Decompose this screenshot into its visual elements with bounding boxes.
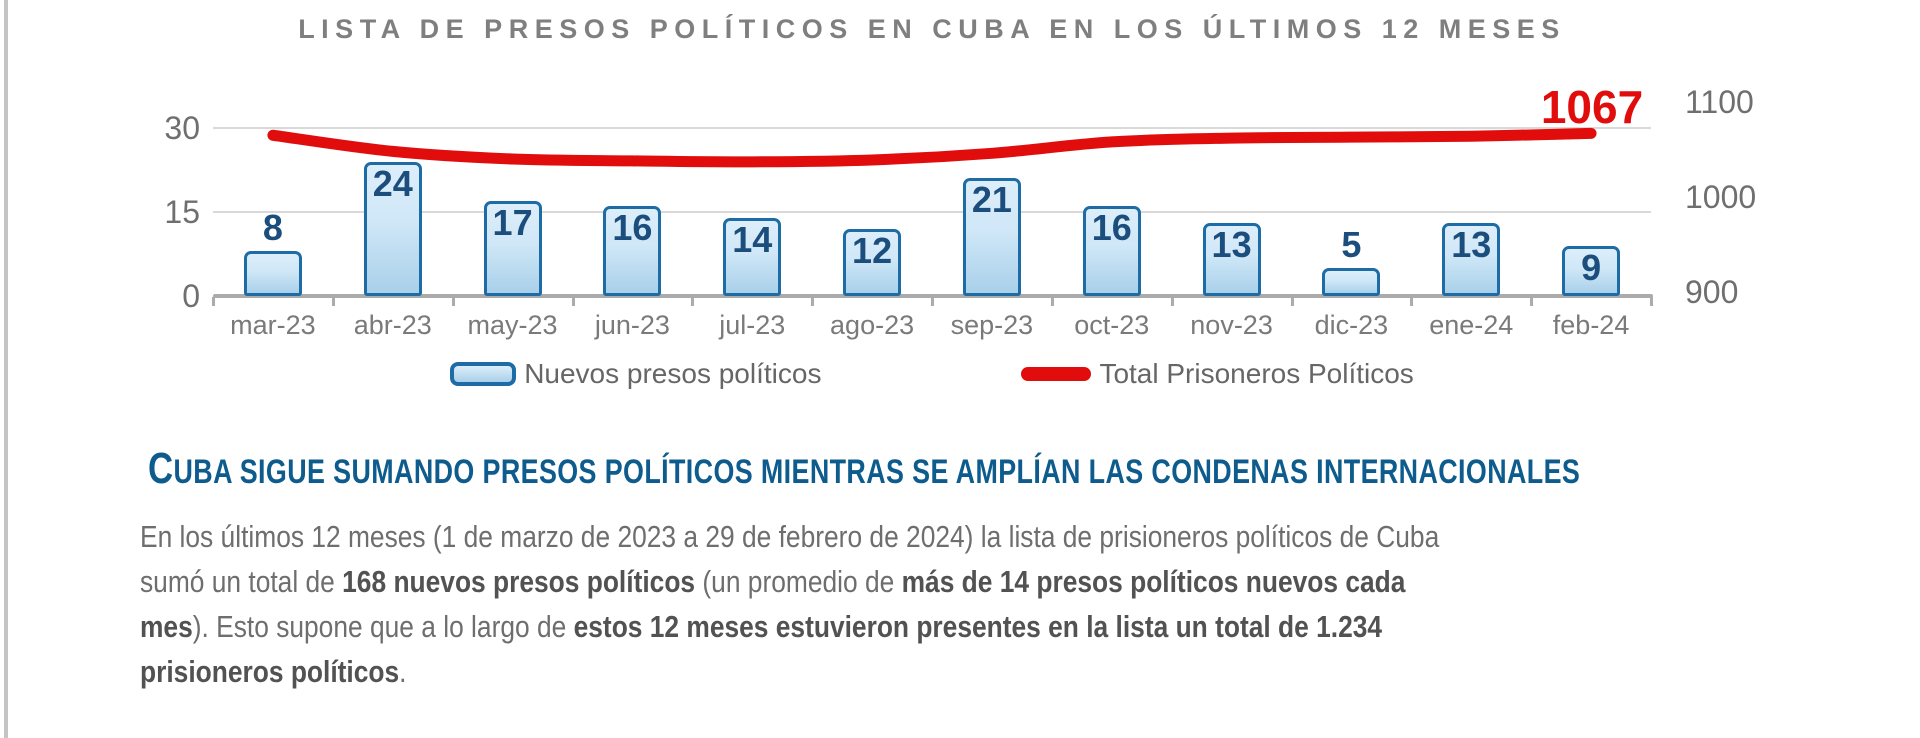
bar-value-label: 21 xyxy=(971,179,1012,221)
x-axis-tick xyxy=(691,297,695,306)
bar-value-label: 9 xyxy=(1581,246,1602,288)
bar xyxy=(1082,206,1141,296)
legend-item-bars: Nuevos presos políticos xyxy=(450,358,821,390)
bar xyxy=(962,178,1021,296)
chart-title: LISTA DE PRESOS POLÍTICOS EN CUBA EN LOS… xyxy=(298,14,1566,44)
body-text-run: . xyxy=(399,654,407,689)
line-end-value-label: 1067 xyxy=(1540,81,1644,133)
bar-value-label: 14 xyxy=(732,218,773,260)
heading-text: UBA SIGUE SUMANDO PRESOS POLÍTICOS MIENT… xyxy=(173,453,1581,491)
x-axis-category-label: abr-23 xyxy=(353,310,432,340)
x-axis-category-label: ago-23 xyxy=(830,310,915,340)
body-text-run: (un promedio de xyxy=(695,564,902,599)
x-axis-tick xyxy=(1530,297,1534,306)
bar xyxy=(363,161,422,296)
x-axis-tick xyxy=(931,297,934,306)
heading-drop-cap: C xyxy=(148,444,174,493)
bar xyxy=(243,251,302,296)
bar xyxy=(483,200,542,296)
x-axis-category-label: feb-24 xyxy=(1552,310,1630,340)
x-axis-tick xyxy=(451,297,455,306)
section-heading: CUBA SIGUE SUMANDO PRESOS POLÍTICOS MIEN… xyxy=(148,444,1580,494)
x-axis-category-label: may-23 xyxy=(467,310,558,340)
legend-label-line: Total Prisoneros Políticos xyxy=(1099,358,1414,389)
x-axis-tick xyxy=(1170,297,1174,306)
line-swatch-icon xyxy=(1021,367,1092,381)
right-axis-tick-label: 1000 xyxy=(1685,179,1757,215)
body-text-bold-run: mes xyxy=(140,609,193,644)
bar-value-label: 24 xyxy=(372,162,413,204)
bar xyxy=(723,217,782,296)
bar xyxy=(603,206,662,296)
x-axis-tick xyxy=(1650,297,1653,306)
page-left-border xyxy=(4,0,8,738)
x-axis-category-label: jul-23 xyxy=(719,310,786,340)
bar-value-label: 5 xyxy=(1341,224,1362,265)
x-axis-category-label: nov-23 xyxy=(1190,310,1273,340)
bar xyxy=(1562,245,1621,296)
x-axis-tick xyxy=(811,297,815,306)
x-axis-tick xyxy=(571,297,575,306)
body-text-run: En los últimos 12 meses (1 de marzo de 2… xyxy=(140,519,1440,554)
bar-value-label: 13 xyxy=(1451,224,1492,266)
x-axis-category-label: dic-23 xyxy=(1314,310,1389,340)
left-axis-tick-label: 15 xyxy=(164,194,200,230)
x-axis-category-label: sep-23 xyxy=(950,310,1034,340)
bar xyxy=(1442,223,1501,296)
body-text-bold-run: más de 14 presos políticos nuevos cada xyxy=(901,564,1406,599)
chart-legend: Nuevos presos políticos Total Prisoneros… xyxy=(213,358,1651,390)
body-text-bold-run: prisioneros políticos xyxy=(140,654,400,689)
x-axis-line xyxy=(213,294,1653,298)
x-axis-category-label: oct-23 xyxy=(1074,310,1150,340)
x-axis-category-label: ene-24 xyxy=(1429,310,1514,340)
body-paragraph: En los últimos 12 meses (1 de marzo de 2… xyxy=(140,514,1534,694)
gridline xyxy=(213,127,1651,129)
bar-value-label: 16 xyxy=(1091,207,1132,249)
total-line-path xyxy=(267,127,1597,168)
bar-value-label: 13 xyxy=(1211,224,1252,266)
bar-value-label: 12 xyxy=(852,229,893,271)
x-axis-category-label: mar-23 xyxy=(230,310,316,340)
body-text-run: ). Esto supone que a lo largo de xyxy=(192,609,574,644)
bar xyxy=(1322,268,1381,296)
right-axis-tick-label: 900 xyxy=(1685,274,1739,310)
body-text-bold-run: 168 nuevos presos políticos xyxy=(342,564,696,599)
bar-value-label: 16 xyxy=(612,207,653,249)
body-text-run: sumó un total de xyxy=(140,564,343,599)
bar-value-label: 17 xyxy=(492,201,533,243)
x-axis-tick xyxy=(1050,297,1054,306)
bar xyxy=(843,228,902,296)
right-axis-tick-label: 1100 xyxy=(1685,84,1754,120)
bar-swatch-icon xyxy=(450,362,517,386)
gridline xyxy=(213,211,1651,213)
x-axis-tick xyxy=(331,297,335,306)
legend-item-line: Total Prisoneros Políticos xyxy=(1021,358,1414,390)
bar xyxy=(1202,223,1261,296)
left-axis-tick-label: 30 xyxy=(164,110,200,146)
legend-label-bars: Nuevos presos políticos xyxy=(524,358,822,389)
body-text-bold-run: estos 12 meses estuvieron presentes en l… xyxy=(573,609,1383,644)
x-axis-tick xyxy=(212,297,215,306)
bar-value-label: 8 xyxy=(262,207,283,249)
x-axis-tick xyxy=(1290,297,1294,306)
left-axis-tick-label: 0 xyxy=(182,278,200,314)
x-axis-category-label: jun-23 xyxy=(594,310,670,340)
x-axis-tick xyxy=(1410,297,1414,306)
